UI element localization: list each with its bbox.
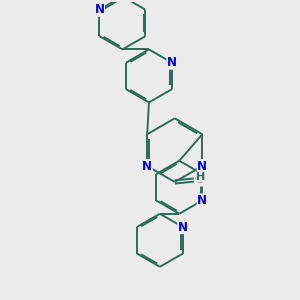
Text: N: N bbox=[197, 160, 207, 172]
Text: N: N bbox=[178, 220, 188, 233]
Text: H: H bbox=[196, 172, 205, 182]
Text: N: N bbox=[167, 56, 177, 69]
Text: N: N bbox=[197, 194, 207, 207]
Text: N: N bbox=[94, 3, 104, 16]
Text: O: O bbox=[194, 173, 204, 186]
Text: N: N bbox=[142, 160, 152, 172]
